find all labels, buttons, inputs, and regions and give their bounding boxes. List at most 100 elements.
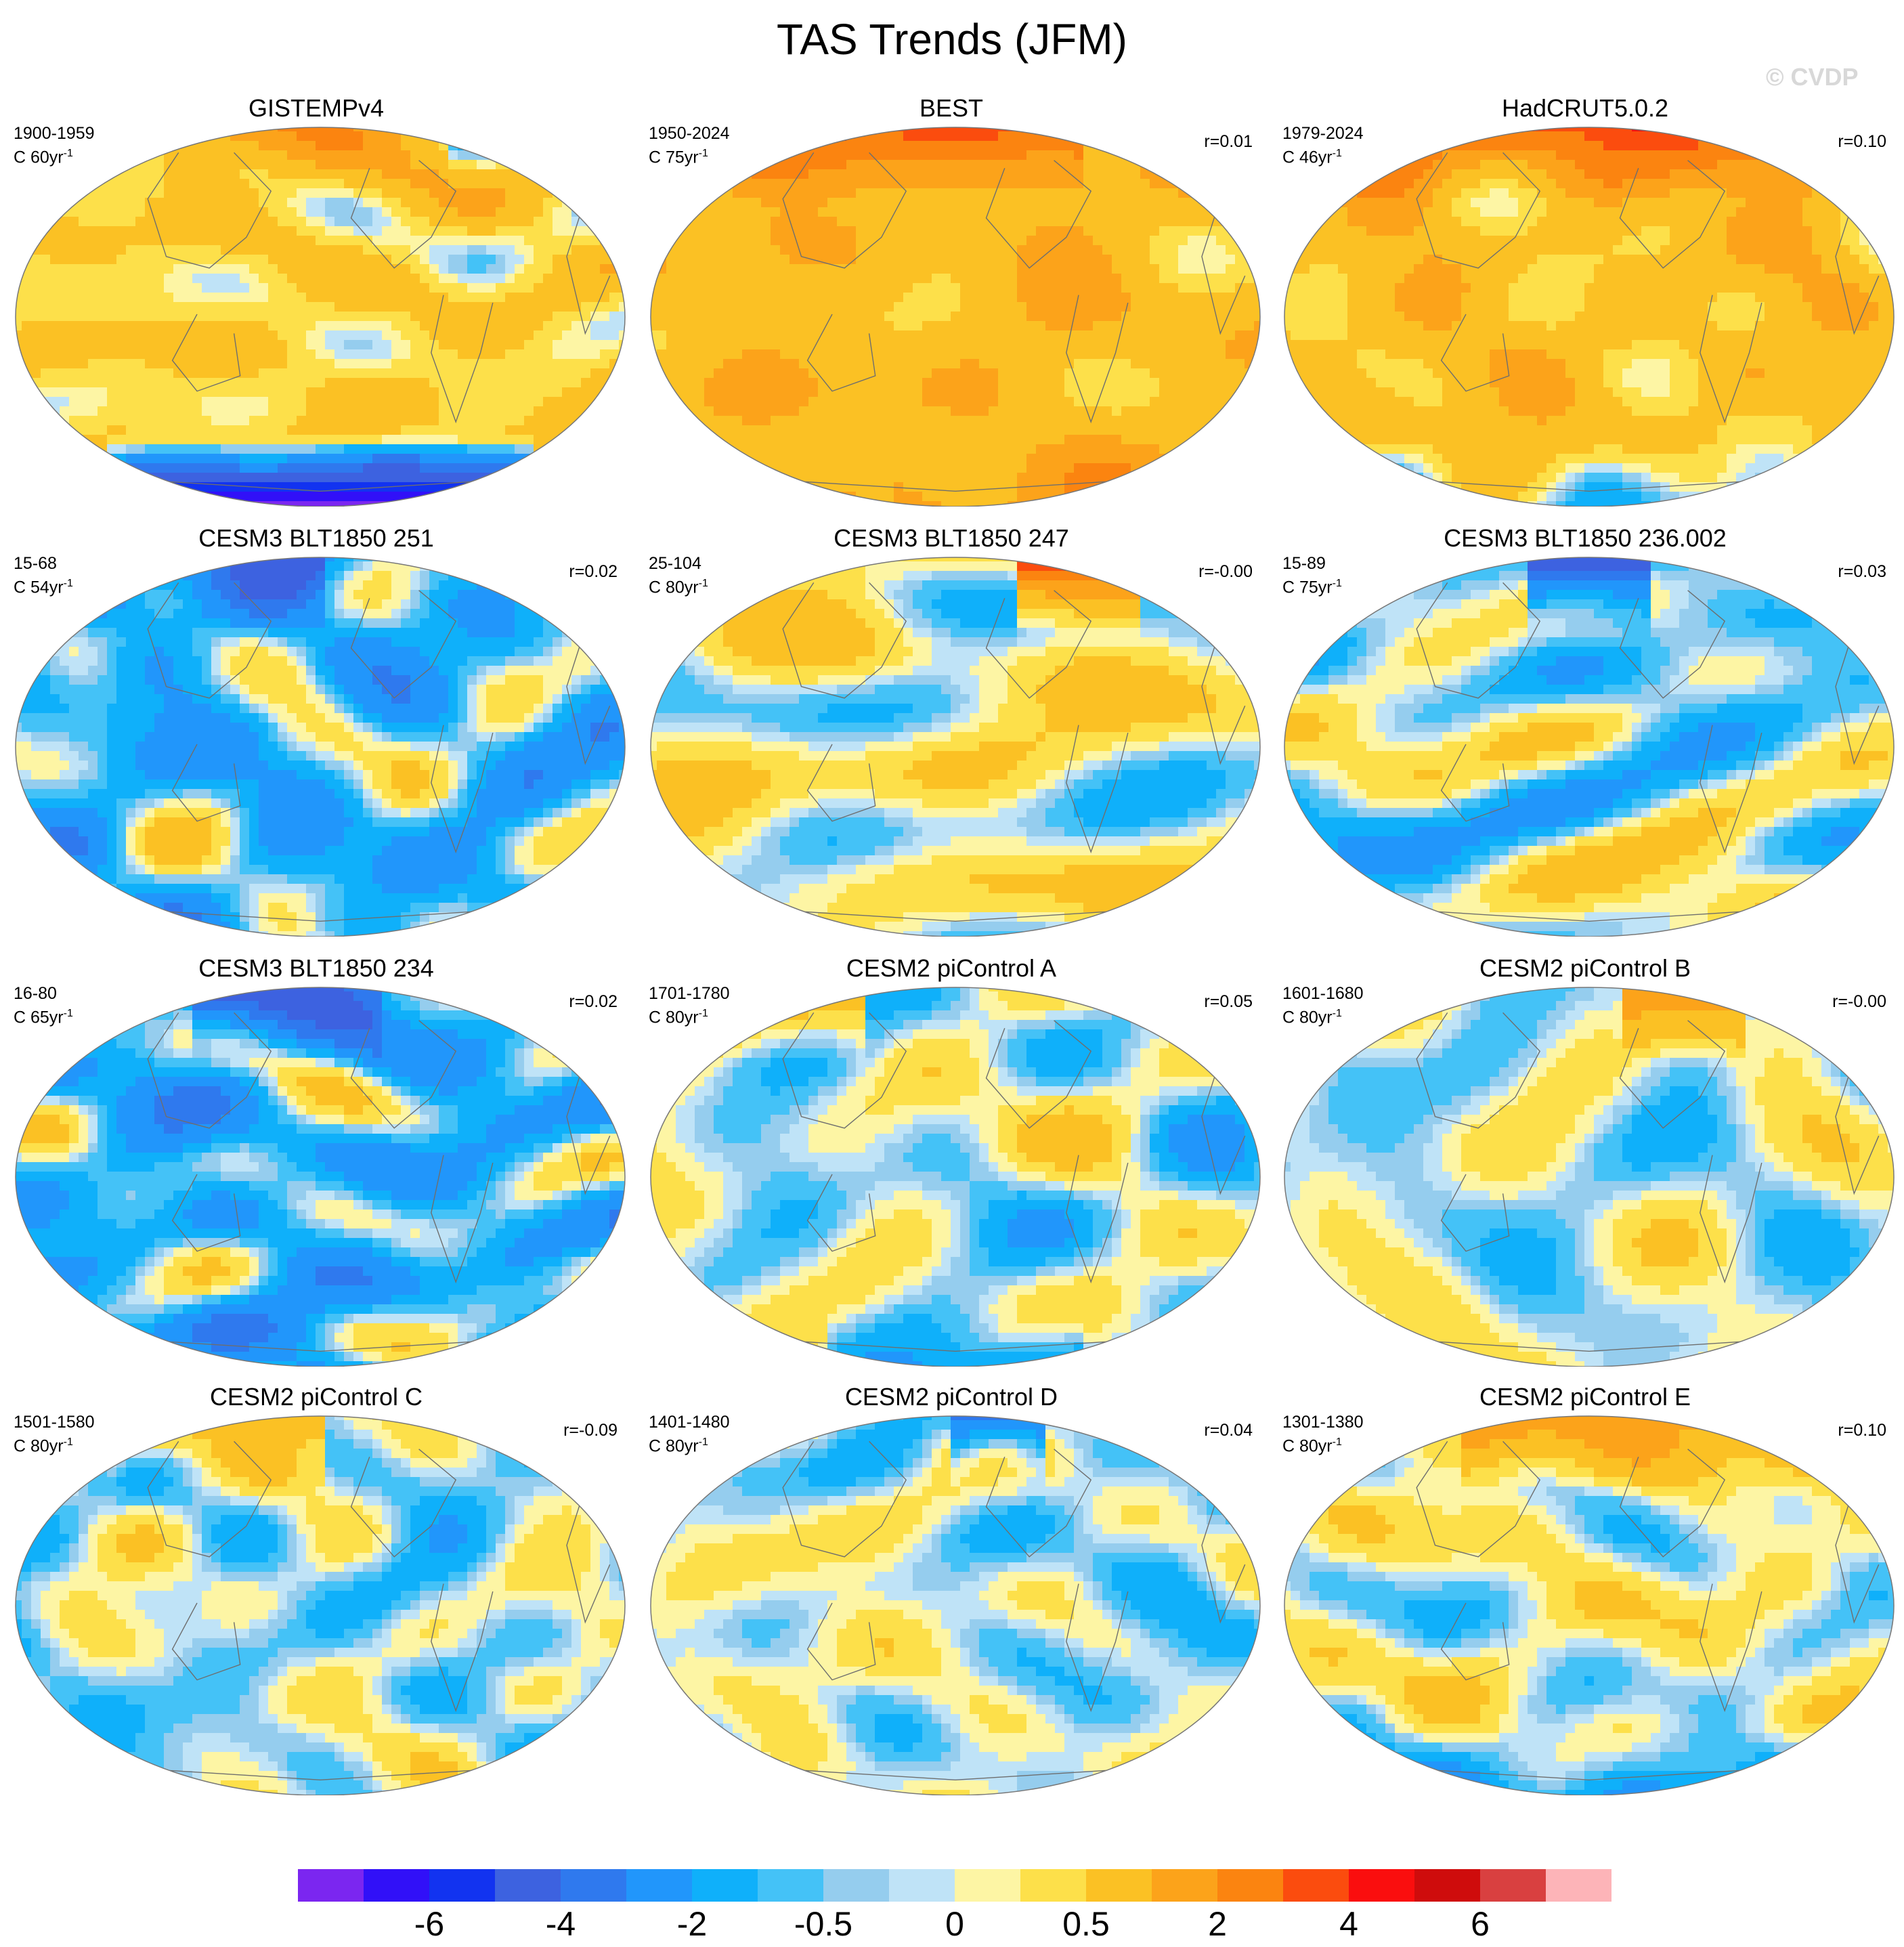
trend-cell: [590, 368, 601, 379]
trend-cell: [856, 321, 866, 331]
trend-cell: [1074, 127, 1084, 132]
trend-cell: [771, 435, 781, 445]
trend-cell: [752, 349, 762, 360]
trend-cell: [1188, 387, 1198, 398]
trend-cell: [88, 150, 98, 161]
trend-cell: [789, 188, 800, 198]
trend-cell: [79, 302, 89, 312]
trend-cell: [856, 312, 866, 322]
trend-cell: [1140, 226, 1150, 236]
trend-cell: [884, 283, 894, 293]
trend-cell: [1131, 425, 1141, 435]
trend-cell: [372, 283, 383, 293]
trend-cell: [1008, 416, 1018, 426]
trend-cell: [230, 274, 240, 284]
trend-cell: [1131, 274, 1141, 284]
trend-cell: [135, 444, 146, 454]
trend-cell: [875, 255, 885, 265]
trend-cell: [192, 226, 202, 236]
trend-cell: [401, 321, 411, 331]
trend-cell: [107, 198, 117, 208]
trend-cell: [486, 359, 496, 369]
trend-cell: [666, 368, 676, 379]
trend-cell: [676, 406, 686, 416]
trend-cell: [316, 283, 326, 293]
trend-cell: [249, 198, 259, 208]
trend-cell: [1017, 321, 1027, 331]
trend-cell: [467, 226, 477, 236]
trend-cell: [316, 330, 326, 341]
trend-cell: [98, 236, 108, 246]
trend-cell: [723, 302, 733, 312]
trend-cell: [1017, 236, 1027, 246]
trend-cell: [534, 312, 544, 322]
trend-cell: [581, 463, 591, 473]
trend-cell: [562, 160, 572, 170]
trend-cell: [429, 463, 439, 473]
trend-cell: [761, 226, 771, 236]
trend-cell: [1188, 198, 1198, 208]
trend-cell: [789, 435, 800, 445]
trend-cell: [1017, 359, 1027, 369]
trend-cell: [496, 435, 506, 445]
trend-cell: [458, 150, 468, 161]
trend-cell: [410, 207, 420, 217]
trend-cell: [884, 416, 894, 426]
trend-cell: [221, 207, 231, 217]
trend-cell: [799, 274, 809, 284]
trend-cell: [1121, 368, 1131, 379]
trend-cell: [562, 293, 572, 303]
trend-cell: [486, 160, 496, 170]
trend-cell: [1207, 330, 1217, 341]
trend-cell: [733, 236, 743, 246]
trend-cell: [932, 406, 942, 416]
trend-cell: [240, 444, 250, 454]
trend-cell: [553, 169, 563, 179]
trend-cell: [477, 368, 487, 379]
trend-cell: [69, 463, 79, 473]
trend-cell: [230, 226, 240, 236]
trend-cell: [1045, 406, 1056, 416]
trend-cell: [1178, 321, 1188, 331]
trend-cell: [1150, 435, 1160, 445]
trend-cell: [970, 217, 980, 227]
trend-cell: [31, 302, 41, 312]
trend-cell: [164, 131, 174, 142]
trend-cell: [1121, 198, 1131, 208]
trend-cell: [941, 302, 951, 312]
trend-cell: [562, 482, 572, 492]
trend-cell: [154, 198, 165, 208]
trend-cell: [1245, 312, 1255, 322]
trend-cell: [391, 236, 402, 246]
trend-cell: [827, 207, 838, 217]
trend-cell: [467, 435, 477, 445]
trend-cell: [1226, 217, 1236, 227]
trend-cell: [382, 312, 392, 322]
trend-cell: [695, 330, 705, 341]
trend-cell: [590, 283, 601, 293]
trend-cell: [353, 482, 364, 492]
trend-cell: [524, 473, 534, 483]
trend-cell: [571, 473, 582, 483]
trend-cell: [183, 264, 193, 274]
trend-cell: [439, 131, 449, 142]
trend-cell: [941, 397, 951, 407]
trend-cell: [714, 160, 724, 170]
trend-cell: [287, 473, 297, 483]
trend-cell: [742, 274, 752, 284]
trend-cell: [306, 169, 316, 179]
trend-cell: [1216, 378, 1226, 388]
trend-cell: [467, 321, 477, 331]
trend-cell: [970, 406, 980, 416]
trend-cell: [780, 302, 790, 312]
trend-cell: [145, 416, 155, 426]
trend-cell: [202, 425, 212, 435]
trend-cell: [553, 150, 563, 161]
trend-cell: [1207, 340, 1217, 350]
trend-cell: [363, 416, 373, 426]
trend-cell: [363, 359, 373, 369]
trend-cell: [1112, 387, 1122, 398]
trend-cell: [353, 416, 364, 426]
trend-cell: [562, 416, 572, 426]
trend-cell: [477, 293, 487, 303]
